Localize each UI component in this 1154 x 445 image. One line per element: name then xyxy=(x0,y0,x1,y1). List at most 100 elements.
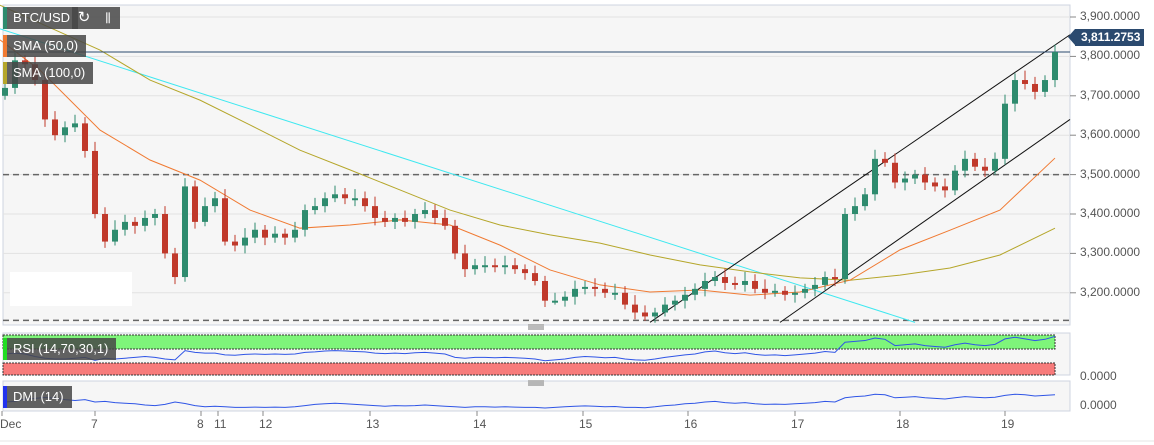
candle-body xyxy=(772,290,778,293)
candle xyxy=(1022,70,1028,90)
candle xyxy=(622,286,628,310)
candle-body xyxy=(572,288,578,297)
candle xyxy=(972,152,978,172)
candle xyxy=(912,169,918,185)
candle xyxy=(952,165,958,196)
candle xyxy=(182,178,188,282)
candle xyxy=(932,177,938,192)
rsi-label[interactable]: RSI (14,70,30,1) xyxy=(3,338,117,360)
candle xyxy=(812,277,818,297)
candle-body xyxy=(412,214,418,222)
candle-body xyxy=(512,265,518,270)
candle xyxy=(852,197,858,221)
time-axis-label: 15 xyxy=(579,417,593,431)
candle xyxy=(842,208,848,284)
candle xyxy=(962,150,968,178)
candle xyxy=(392,213,398,229)
candle xyxy=(882,152,888,167)
candle-body xyxy=(482,265,488,268)
candle-body xyxy=(972,158,978,167)
candle xyxy=(992,152,998,175)
candle xyxy=(372,196,378,226)
candle-body xyxy=(402,217,408,222)
candle xyxy=(92,141,98,219)
candle-body xyxy=(942,186,948,191)
price-axis-label: 3,700.0000 xyxy=(1080,87,1141,102)
candle xyxy=(742,271,748,292)
time-axis-label: 7 xyxy=(91,417,98,431)
dmi-label[interactable]: DMI (14) xyxy=(3,386,72,408)
candle-body xyxy=(372,206,378,218)
candle-body xyxy=(342,194,348,199)
candle-body xyxy=(882,158,888,163)
sma100-label[interactable]: SMA (100,0) xyxy=(3,62,94,84)
candle xyxy=(1042,75,1048,97)
channel-upper-line xyxy=(649,34,1071,323)
candle xyxy=(902,171,908,191)
candle xyxy=(142,210,148,232)
candle xyxy=(632,295,638,320)
candle-body xyxy=(232,241,238,246)
candle-body xyxy=(442,217,448,226)
candle-body xyxy=(662,304,668,313)
candle xyxy=(872,149,878,201)
candle xyxy=(792,285,798,303)
candle-body xyxy=(982,166,988,171)
indicators-button[interactable]: ⫼ xyxy=(96,7,120,29)
sma50-label[interactable]: SMA (50,0) xyxy=(3,35,87,57)
candle xyxy=(752,274,758,294)
time-axis-label: 8 xyxy=(197,417,204,431)
candle-body xyxy=(302,210,308,230)
candle xyxy=(362,191,368,212)
candle-body xyxy=(652,312,658,317)
candle-body xyxy=(492,265,498,268)
symbol-label[interactable]: BTC/USD xyxy=(3,7,79,29)
candle xyxy=(582,280,588,295)
candle-body xyxy=(462,253,468,270)
candle xyxy=(692,283,698,301)
candle-body xyxy=(552,300,558,303)
candle-body xyxy=(142,217,148,226)
time-axis-label: 19 xyxy=(1001,417,1015,431)
candle xyxy=(342,187,348,205)
candle xyxy=(652,307,658,323)
candle xyxy=(512,258,518,274)
candle-body xyxy=(922,174,928,183)
candle-body xyxy=(682,294,688,301)
candle xyxy=(702,272,708,297)
dmi-line xyxy=(4,393,1056,409)
candle xyxy=(262,225,268,246)
candle xyxy=(502,255,508,275)
candle xyxy=(802,283,808,299)
candle xyxy=(522,264,528,280)
candle xyxy=(762,279,768,300)
candle-body xyxy=(432,210,438,218)
candle-body xyxy=(72,123,78,128)
candle-body xyxy=(812,284,818,289)
rsi-line xyxy=(4,335,1056,362)
candle-body xyxy=(202,206,208,222)
candle-body xyxy=(252,229,258,238)
candle-body xyxy=(932,182,938,187)
refresh-button[interactable]: ↻ xyxy=(72,7,96,29)
candle-body xyxy=(82,123,88,151)
candle-body xyxy=(622,292,628,305)
candle-body xyxy=(612,292,618,295)
candle-body xyxy=(802,288,808,293)
candle xyxy=(312,197,318,215)
candle-body xyxy=(1012,80,1018,104)
candle-body xyxy=(832,277,838,280)
candle-body xyxy=(712,277,718,281)
candle-body xyxy=(222,198,228,242)
candle-body xyxy=(732,282,738,285)
refresh-icon: ↻ xyxy=(77,9,91,26)
candle-body xyxy=(112,229,118,242)
candle-body xyxy=(422,210,428,214)
sma100-text: SMA (100,0) xyxy=(13,65,86,80)
candle xyxy=(1032,76,1038,100)
candle-body xyxy=(602,288,608,293)
price-axis-label: 3,600.0000 xyxy=(1080,127,1141,142)
candle-body xyxy=(292,229,298,238)
